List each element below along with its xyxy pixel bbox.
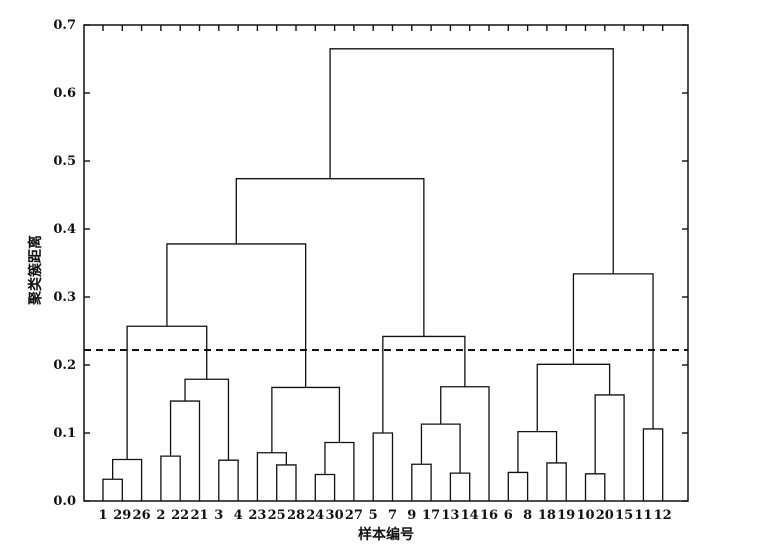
leaf-label: 20 bbox=[596, 508, 614, 523]
leaf-label: 23 bbox=[248, 508, 266, 523]
y-tick-label: 0.5 bbox=[53, 154, 76, 169]
dendrogram-links bbox=[102, 48, 664, 501]
dendrogram-link bbox=[420, 423, 461, 474]
leaf-label: 22 bbox=[171, 508, 189, 523]
dendrogram-link bbox=[440, 386, 490, 501]
leaf-label: 16 bbox=[480, 508, 498, 523]
leaf-label: 18 bbox=[538, 508, 556, 523]
y-tick-label: 0.6 bbox=[53, 86, 76, 101]
y-tick-label: 0.0 bbox=[53, 494, 76, 509]
leaf-label: 12 bbox=[654, 508, 672, 523]
leaf-label: 19 bbox=[557, 508, 575, 523]
y-tick-label: 0.1 bbox=[53, 426, 76, 441]
dendrogram-link bbox=[642, 428, 664, 501]
leaf-label: 5 bbox=[369, 508, 378, 523]
dendrogram-link bbox=[411, 463, 432, 501]
leaf-label: 28 bbox=[287, 508, 305, 523]
dendrogram-link bbox=[449, 472, 471, 501]
dendrogram-link bbox=[276, 464, 297, 501]
dendrogram-link bbox=[517, 430, 558, 473]
dendrogram-link bbox=[572, 273, 654, 429]
dendrogram-link bbox=[314, 473, 336, 501]
dendrogram-link bbox=[169, 400, 201, 501]
leaf-label: 4 bbox=[234, 508, 243, 523]
leaf-label: 13 bbox=[441, 508, 459, 523]
y-tick-label: 0.2 bbox=[53, 358, 76, 373]
leaf-label: 29 bbox=[113, 508, 131, 523]
dendrogram-link bbox=[126, 325, 208, 460]
leaf-label: 9 bbox=[407, 508, 416, 523]
leaf-label: 26 bbox=[133, 508, 151, 523]
leaf-label: 11 bbox=[634, 508, 652, 523]
leaf-label: 10 bbox=[576, 508, 594, 523]
leaf-label: 7 bbox=[388, 508, 397, 523]
y-tick-label: 0.3 bbox=[53, 290, 76, 305]
leaf-label: 8 bbox=[523, 508, 532, 523]
leaf-label: 24 bbox=[306, 508, 324, 523]
y-tick-label: 0.4 bbox=[53, 222, 76, 237]
dendrogram-link bbox=[160, 455, 181, 501]
dendrogram-link bbox=[536, 363, 611, 432]
dendrogram-link bbox=[166, 243, 307, 388]
dendrogram-link bbox=[594, 394, 625, 501]
dendrogram-link bbox=[584, 473, 606, 501]
dendrogram-link bbox=[324, 441, 355, 501]
y-axis-tick-labels: 0.0 0.1 0.2 0.3 0.4 0.5 0.6 0.7 bbox=[53, 18, 76, 509]
x-axis-title: 样本编号 bbox=[358, 526, 414, 543]
dendrogram-link bbox=[329, 48, 614, 274]
x-axis-tick-labels: 1 29 26 2 22 21 3 4 23 25 28 24 30 27 5 7 9 17 13 14 16 6 8 18 1… bbox=[98, 508, 671, 523]
leaf-label: 30 bbox=[326, 508, 344, 523]
dendrogram-link bbox=[102, 478, 123, 501]
leaf-label: 15 bbox=[615, 508, 633, 523]
leaf-label: 6 bbox=[504, 508, 513, 523]
y-axis-title: 聚类簇距离 bbox=[27, 235, 44, 306]
leaf-label: 3 bbox=[214, 508, 223, 523]
dendrogram-link bbox=[218, 459, 239, 501]
dendrogram-link bbox=[112, 458, 143, 501]
axis-ticks bbox=[84, 24, 688, 502]
dendrogram-link bbox=[184, 378, 230, 461]
leaf-label: 25 bbox=[268, 508, 286, 523]
leaf-label: 2 bbox=[156, 508, 165, 523]
y-tick-label: 0.7 bbox=[53, 18, 76, 33]
leaf-label: 21 bbox=[190, 508, 208, 523]
leaf-label: 1 bbox=[98, 508, 107, 523]
dendrogram-link bbox=[235, 178, 425, 337]
leaf-label: 17 bbox=[422, 508, 440, 523]
dendrogram-link bbox=[507, 471, 529, 501]
plot-frame bbox=[83, 24, 689, 502]
dendrogram-link bbox=[372, 432, 394, 501]
leaf-label: 27 bbox=[345, 508, 363, 523]
leaf-label: 14 bbox=[461, 508, 479, 523]
dendrogram-link bbox=[256, 452, 287, 501]
dendrogram-link bbox=[546, 462, 567, 501]
